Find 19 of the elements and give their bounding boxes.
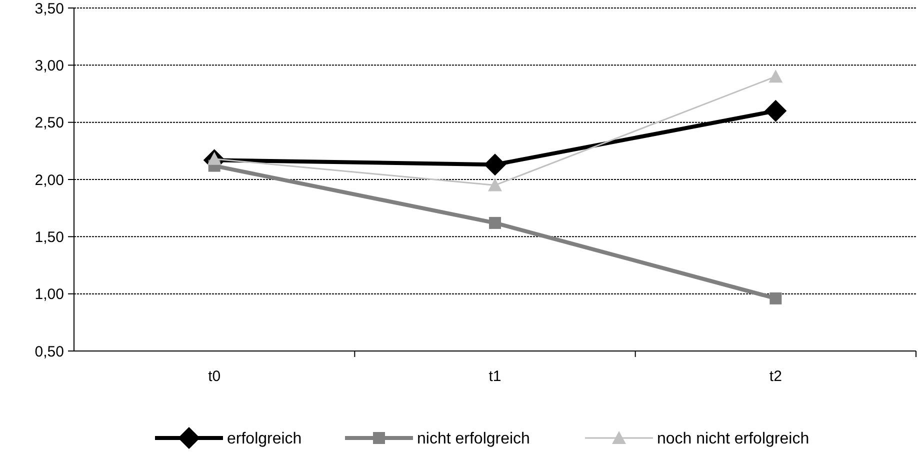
point [484,154,506,176]
legend-label: erfolgreich [227,430,302,448]
y-tick-label: 2,50 [34,114,64,132]
legend-label: noch nicht erfolgreich [657,430,810,448]
y-tick-label: 3,50 [34,0,64,18]
y-tick-label: 1,50 [34,228,64,246]
y-tick-label: 3,00 [34,57,64,74]
point [770,292,782,304]
point [768,70,783,83]
point [489,216,501,229]
point [764,100,787,122]
y-tick-label: 1,00 [34,286,64,304]
point [488,178,502,192]
legend-label: nicht erfolgreich [417,430,530,448]
y-tick-label: 2,00 [34,172,64,189]
x-tick-label: t0 [208,368,221,385]
x-tick-label: t2 [769,368,782,385]
y-tick-label: 0,50 [34,343,64,360]
x-tick-label: t1 [488,368,502,385]
